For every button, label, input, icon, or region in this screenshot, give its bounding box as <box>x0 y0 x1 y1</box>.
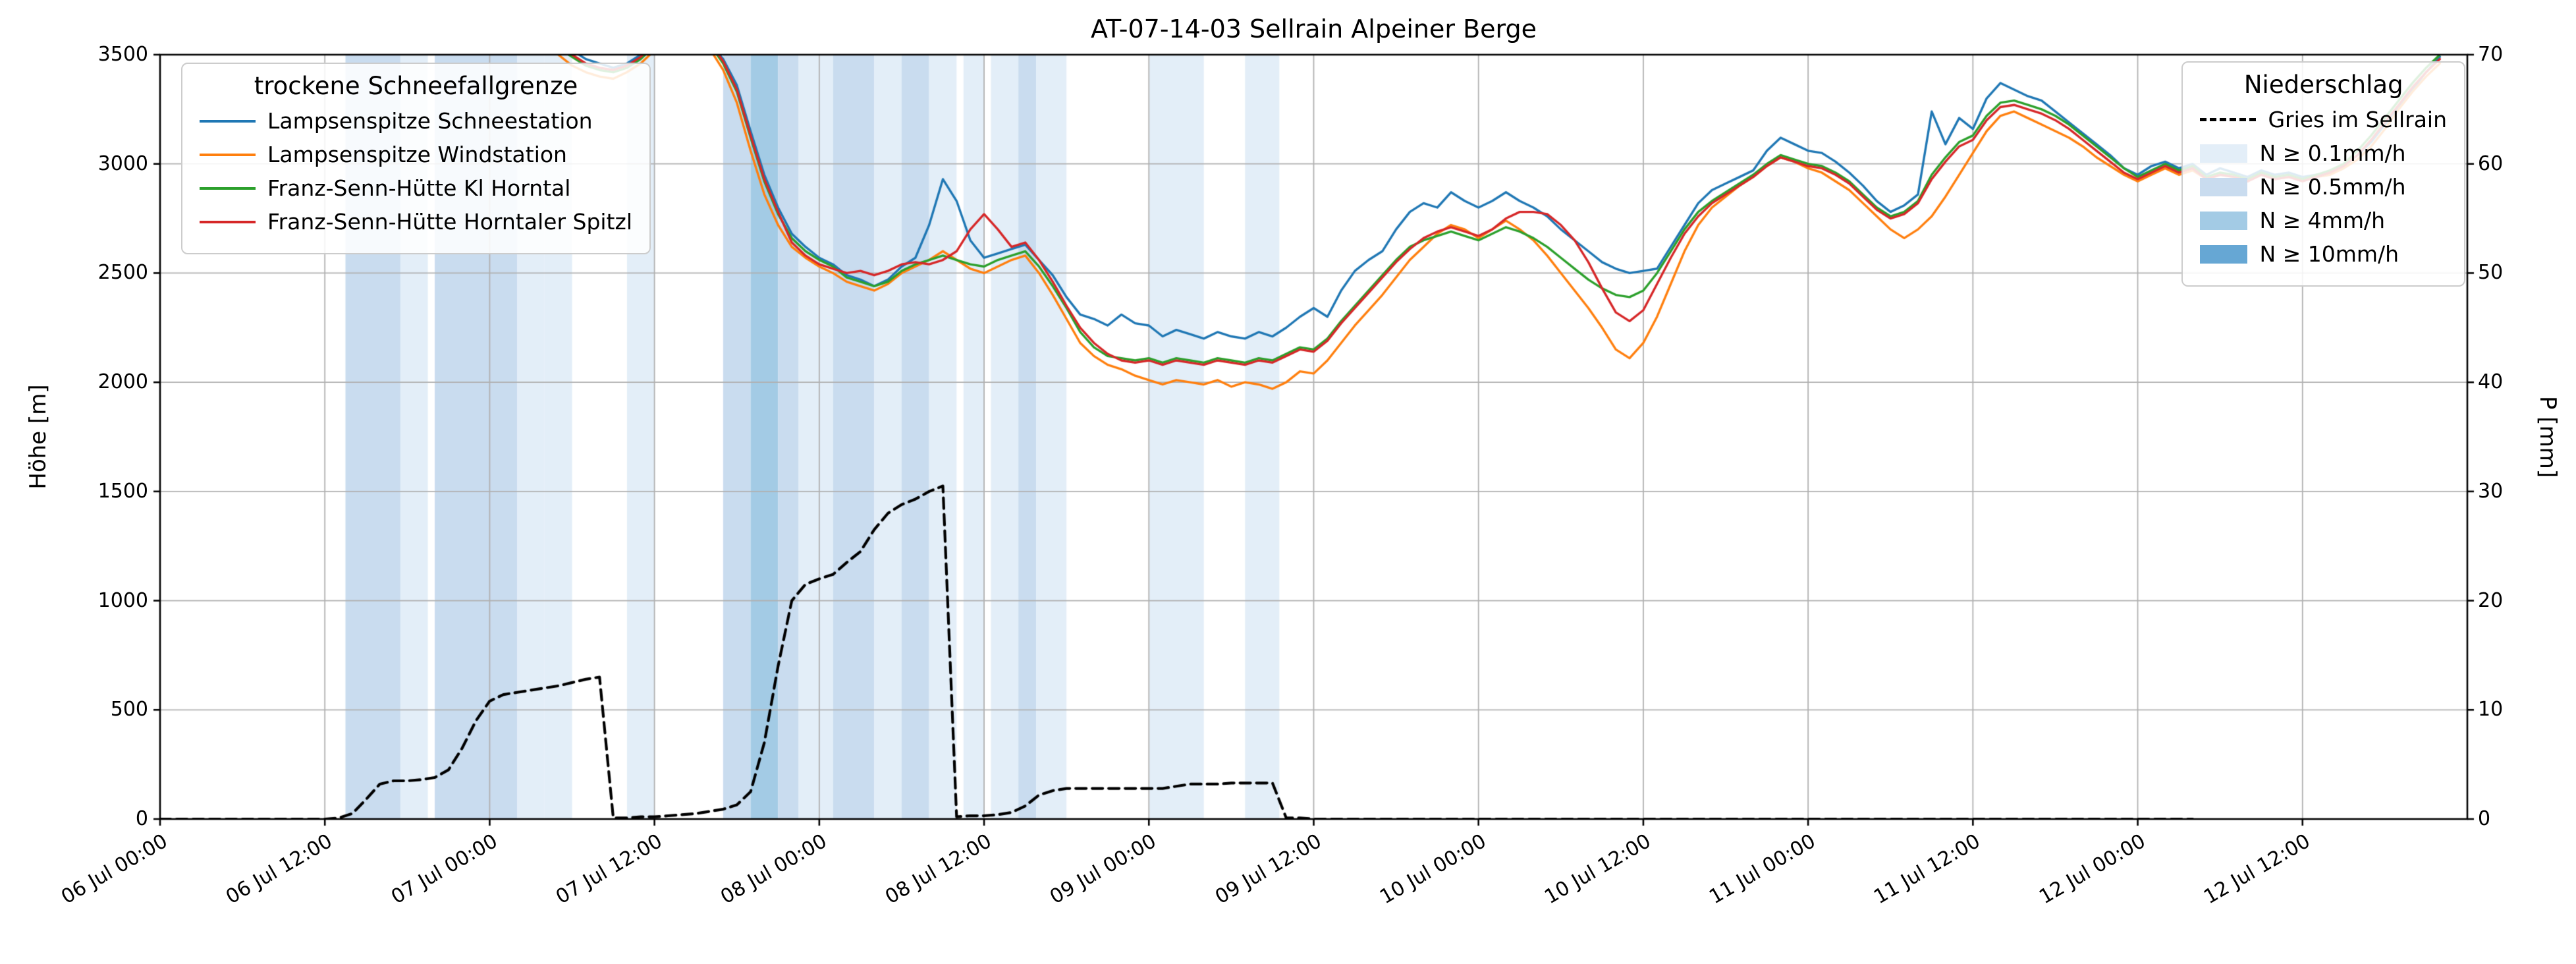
legend-item-label: Gries im Sellrain <box>2268 107 2447 132</box>
y-axis-label-right: P [mm] <box>2535 395 2561 478</box>
legend-item-label: N ≥ 0.5mm/h <box>2259 174 2406 200</box>
legend-item: Lampsenspitze Windstation <box>200 142 632 167</box>
legend-precip-title: Niederschlag <box>2243 71 2403 99</box>
y-tick-label-right: 60 <box>2478 152 2504 175</box>
legend-snowline-title: trockene Schneefallgrenze <box>254 72 578 100</box>
y-tick-label-left: 2000 <box>97 370 148 394</box>
legend-item: Franz-Senn-Hütte Kl Horntal <box>200 175 632 201</box>
legend-item-label: N ≥ 0.1mm/h <box>2259 140 2406 166</box>
legend-item: Franz-Senn-Hütte Horntaler Spitzl <box>200 209 632 235</box>
band-swatch-icon <box>2200 211 2248 230</box>
legend-item-label: Franz-Senn-Hütte Horntaler Spitzl <box>267 209 632 235</box>
y-tick-label-left: 1000 <box>97 588 148 612</box>
band-swatch-icon <box>2200 177 2248 196</box>
line-swatch-icon <box>200 119 256 123</box>
legend-item: Gries im Sellrain <box>2200 107 2447 132</box>
legend-item: N ≥ 0.1mm/h <box>2200 140 2447 166</box>
y-tick-label-left: 500 <box>110 698 148 722</box>
y-tick-label-right: 20 <box>2478 588 2504 612</box>
dashed-line-swatch-icon <box>2200 118 2257 121</box>
legend-item-label: Lampsenspitze Schneestation <box>267 108 593 134</box>
legend-item-label: Franz-Senn-Hütte Kl Horntal <box>267 175 571 201</box>
legend-item-label: N ≥ 4mm/h <box>2259 208 2386 233</box>
y-tick-label-right: 50 <box>2478 261 2504 285</box>
legend-item: N ≥ 10mm/h <box>2200 241 2447 267</box>
y-tick-label-left: 2500 <box>97 261 148 285</box>
y-tick-label-left: 1500 <box>97 479 148 503</box>
y-axis-label-left: Höhe [m] <box>25 384 51 490</box>
y-tick-label-right: 70 <box>2478 43 2504 66</box>
legend-item: N ≥ 4mm/h <box>2200 208 2447 233</box>
chart-title: AT-07-14-03 Sellrain Alpeiner Berge <box>1091 14 1537 43</box>
legend-precip: Niederschlag Gries im Sellrain N ≥ 0.1mm/… <box>2181 61 2465 287</box>
y-tick-label-left: 3500 <box>97 43 148 66</box>
legend-snowline-items: Lampsenspitze Schneestation Lampsenspitze… <box>200 108 632 235</box>
y-tick-label-right: 10 <box>2478 698 2504 722</box>
band-swatch-icon <box>2200 144 2248 163</box>
legend-precip-items: Gries im Sellrain N ≥ 0.1mm/h N ≥ 0.5mm/h N… <box>2200 107 2447 267</box>
legend-item-label: N ≥ 10mm/h <box>2259 241 2399 267</box>
y-tick-label-left: 3000 <box>97 152 148 175</box>
y-tick-label-right: 30 <box>2478 479 2504 503</box>
line-swatch-icon <box>200 153 256 156</box>
y-tick-label-right: 0 <box>2478 807 2491 830</box>
y-tick-label-left: 0 <box>135 807 148 830</box>
y-tick-label-right: 40 <box>2478 370 2504 394</box>
band-swatch-icon <box>2200 244 2248 264</box>
line-swatch-icon <box>200 186 256 190</box>
legend-item: N ≥ 0.5mm/h <box>2200 174 2447 200</box>
legend-item-label: Lampsenspitze Windstation <box>267 142 567 167</box>
line-swatch-icon <box>200 220 256 223</box>
legend-snowline: trockene Schneefallgrenze Lampsenspitze … <box>181 63 651 254</box>
legend-item: Lampsenspitze Schneestation <box>200 108 632 134</box>
